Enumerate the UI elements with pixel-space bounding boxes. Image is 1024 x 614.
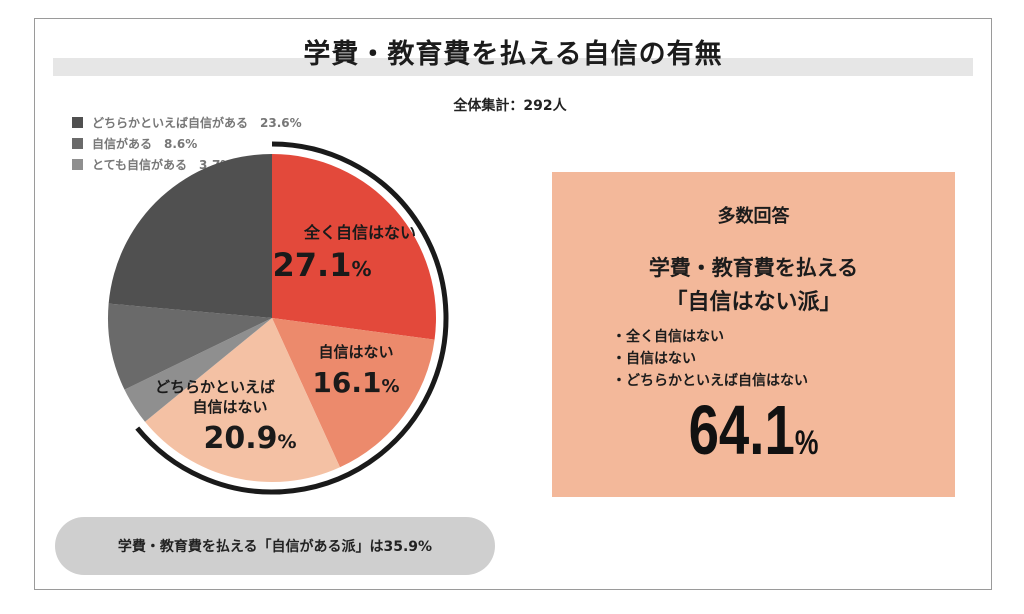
slice-label-2: 自信はない <box>318 343 393 361</box>
summary-list-item: ・自信はない <box>612 351 696 367</box>
legend: どちらかといえば自信がある 23.6% 自信がある 8.6% とても自信がある … <box>72 112 302 175</box>
chart-title: 学費・教育費を払える自信の有無 <box>303 39 723 70</box>
total-respondents: 全体集計：292人 <box>453 98 567 114</box>
slice-label-1: 全く自信はない <box>303 223 416 242</box>
slice-label-3b: 自信はない <box>192 398 267 416</box>
legend-value: 8.6% <box>164 136 198 151</box>
slice-pct-value: 16.1 <box>312 366 381 399</box>
title-band <box>53 58 973 76</box>
summary-heading: 多数回答 <box>717 206 790 227</box>
summary-title-line2: 「自信はない派」 <box>665 290 842 315</box>
slice-pct-1: 27.1% <box>273 246 372 284</box>
summary-box: 多数回答 学費・教育費を払える 「自信はない派」 ・全く自信はない ・自信はない… <box>552 172 955 497</box>
legend-item: 自信がある 8.6% <box>72 133 302 154</box>
legend-label: どちらかといえば自信がある <box>92 116 249 130</box>
slice-pct-value: 27.1 <box>273 246 352 284</box>
summary-total: 64.1% <box>596 390 910 470</box>
pie-slice <box>272 318 435 468</box>
legend-swatch <box>72 159 83 170</box>
slice-pct-unit: % <box>382 376 400 397</box>
pie-slice <box>107 303 272 390</box>
legend-label: 自信がある <box>92 137 153 151</box>
slice-pct-unit: % <box>351 257 371 281</box>
pie-slice <box>124 318 273 422</box>
footer-note: 学費・教育費を払える「自信がある派」は35.9% <box>55 517 495 575</box>
slice-pct-value: 20.9 <box>203 421 277 456</box>
slice-pct-3: 20.9% <box>203 421 296 456</box>
slice-pct-2: 16.1% <box>312 366 399 399</box>
summary-title-line1: 学費・教育費を払える <box>648 256 859 280</box>
summary-total-unit: % <box>794 424 819 462</box>
legend-item: どちらかといえば自信がある 23.6% <box>72 112 302 133</box>
legend-swatch <box>72 117 83 128</box>
pie-slice <box>108 154 272 318</box>
legend-value: 23.6% <box>260 115 302 130</box>
summary-total-value: 64.1 <box>688 391 795 469</box>
highlight-arc <box>135 141 449 495</box>
legend-swatch <box>72 138 83 149</box>
pie-chart: 全く自信はない 27.1% 自信はない 16.1% どちらかといえば 自信はない… <box>107 141 449 495</box>
slice-label-3a: どちらかといえば <box>155 378 275 396</box>
slice-pct-unit: % <box>277 431 296 453</box>
pie-slice <box>144 318 340 482</box>
summary-list-item: ・どちらかといえば自信はない <box>612 373 808 389</box>
summary-list-item: ・全く自信はない <box>612 329 724 345</box>
legend-label: とても自信がある <box>92 158 188 172</box>
summary-list: ・全く自信はない ・自信はない ・どちらかといえば自信はない <box>612 326 808 392</box>
pie-slice <box>272 154 437 340</box>
